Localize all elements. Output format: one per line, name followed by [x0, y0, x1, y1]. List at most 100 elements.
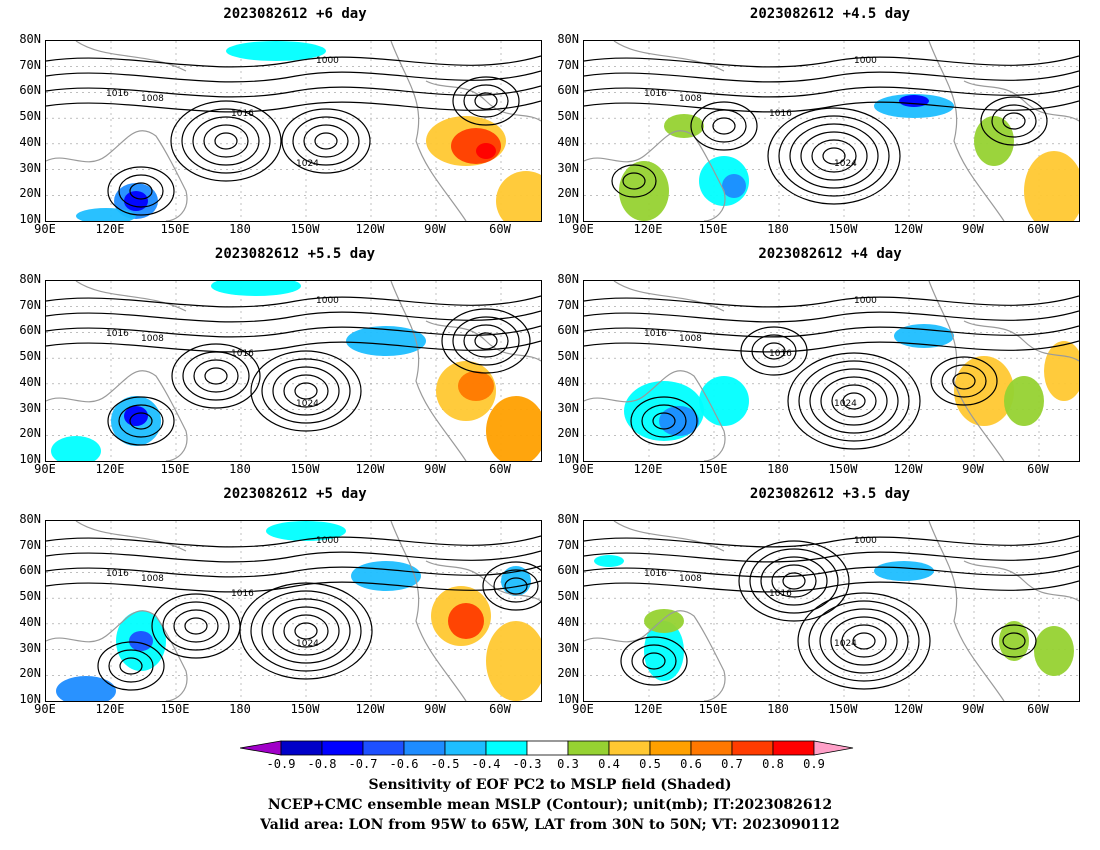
coastline	[46, 130, 188, 221]
sensitivity-shading	[722, 174, 746, 198]
mslp-contour	[46, 295, 541, 308]
mslp-contour	[108, 649, 154, 683]
lon-tick-label: 90W	[424, 222, 446, 236]
colorbar-label: -0.7	[348, 757, 378, 771]
mslp-contour	[642, 652, 666, 670]
lat-tick-label: 70N	[19, 57, 41, 72]
mslp-contour	[584, 340, 1079, 353]
mslp-contour	[292, 116, 360, 166]
lat-tick-label: 60N	[557, 563, 579, 578]
colorbar-label: -0.5	[430, 757, 460, 771]
mslp-contour	[641, 404, 687, 438]
sensitivity-shading	[594, 555, 624, 567]
mslp-contour	[842, 392, 866, 410]
mslp-contour	[46, 325, 541, 338]
contour-label: 1000	[854, 536, 877, 546]
mslp-contour	[584, 535, 1079, 548]
lat-tick-label: 40N	[19, 614, 41, 629]
mslp-contour	[474, 332, 498, 350]
mslp-contour	[620, 636, 688, 686]
sensitivity-shading	[619, 161, 669, 221]
lat-tick-label: 80N	[557, 32, 579, 46]
sensitivity-shading	[894, 324, 954, 348]
coastline	[584, 610, 726, 701]
mslp-contour	[107, 166, 175, 216]
lat-tick-label: 50N	[557, 349, 579, 364]
contour-label: 1008	[679, 334, 702, 344]
lon-tick-label: 90E	[572, 462, 594, 476]
lat-tick-label: 40N	[557, 374, 579, 389]
mslp-contour	[584, 325, 1079, 338]
sensitivity-shading	[226, 41, 326, 61]
lon-tick-label: 120W	[893, 462, 923, 476]
mslp-contour	[119, 657, 143, 675]
mslp-contour	[283, 374, 329, 408]
sensitivity-shading	[56, 676, 116, 701]
lon-tick-label: 60W	[1027, 462, 1049, 476]
lon-tick-label: 90W	[424, 462, 446, 476]
coastline	[963, 560, 1079, 602]
mslp-contour	[767, 107, 901, 205]
colorbar-label: 0.9	[803, 757, 825, 771]
sensitivity-shading	[448, 603, 484, 639]
colorbar-swatch	[649, 740, 692, 756]
lon-tick-label: 180	[229, 702, 251, 716]
mslp-contour	[129, 182, 153, 200]
sensitivity-shading	[486, 396, 541, 461]
mslp-contour	[952, 372, 976, 390]
contour-label: 1024	[296, 639, 319, 649]
colorbar-label: 0.8	[762, 757, 784, 771]
lat-tick-label: 80N	[557, 512, 579, 526]
mslp-contour	[181, 108, 271, 174]
lat-tick-label: 50N	[19, 589, 41, 604]
lat-tick-label: 20N	[19, 666, 41, 681]
mslp-contour	[852, 632, 876, 650]
lat-tick-label: 40N	[19, 374, 41, 389]
contour-label: 1016	[231, 109, 254, 119]
mslp-contour	[184, 617, 208, 635]
mslp-contour	[171, 343, 261, 409]
sensitivity-shading	[1034, 626, 1074, 676]
sensitivity-shading	[1044, 341, 1079, 401]
contour-label: 1008	[679, 94, 702, 104]
lon-tick-label: 90W	[962, 222, 984, 236]
lon-tick-label: 60W	[489, 222, 511, 236]
colorbar-label: -0.4	[471, 757, 501, 771]
colorbar-swatch	[526, 740, 569, 756]
contour-label: 1016	[231, 349, 254, 359]
mslp-contour	[930, 356, 998, 406]
lon-tick-label: 180	[229, 462, 251, 476]
lat-tick-label: 50N	[557, 109, 579, 124]
lat-tick-label: 70N	[19, 297, 41, 312]
map-canvas: 1000 1008 1016 1024 1016	[584, 281, 1079, 461]
coastline	[613, 521, 725, 552]
lon-tick-label: 60W	[489, 702, 511, 716]
coastline	[390, 41, 467, 221]
mslp-contour	[452, 316, 520, 366]
caption-line-1: Sensitivity of EOF PC2 to MSLP field (Sh…	[368, 777, 732, 793]
lat-tick-label: 10N	[19, 692, 41, 706]
lon-tick-label: 120E	[633, 702, 663, 716]
lat-tick-label: 60N	[19, 563, 41, 578]
map-canvas: 1000 1008 1016 1024 1016	[584, 521, 1079, 701]
colorbar-swatch	[485, 740, 528, 756]
sensitivity-shading	[124, 191, 148, 211]
mslp-contour	[789, 123, 879, 189]
mslp-contour	[272, 366, 340, 416]
mslp-contour	[631, 644, 677, 678]
mslp-contour	[441, 308, 531, 374]
colorbar-swatches	[239, 740, 854, 756]
colorbar-swatch	[321, 740, 364, 756]
lon-tick-label: 150W	[828, 222, 858, 236]
sensitivity-shading	[266, 521, 346, 541]
mslp-contour	[584, 550, 1079, 563]
colorbar-label: -0.8	[307, 757, 337, 771]
lon-tick-label: 120E	[633, 222, 663, 236]
contour-label: 1008	[141, 94, 164, 104]
lon-tick-label: 90E	[572, 702, 594, 716]
mslp-contour	[738, 540, 850, 622]
contour-label: 1008	[141, 334, 164, 344]
map-canvas: 1000 1008 1016 1024 1016	[584, 41, 1079, 221]
mslp-contour	[584, 565, 1079, 578]
lat-tick-label: 50N	[19, 349, 41, 364]
